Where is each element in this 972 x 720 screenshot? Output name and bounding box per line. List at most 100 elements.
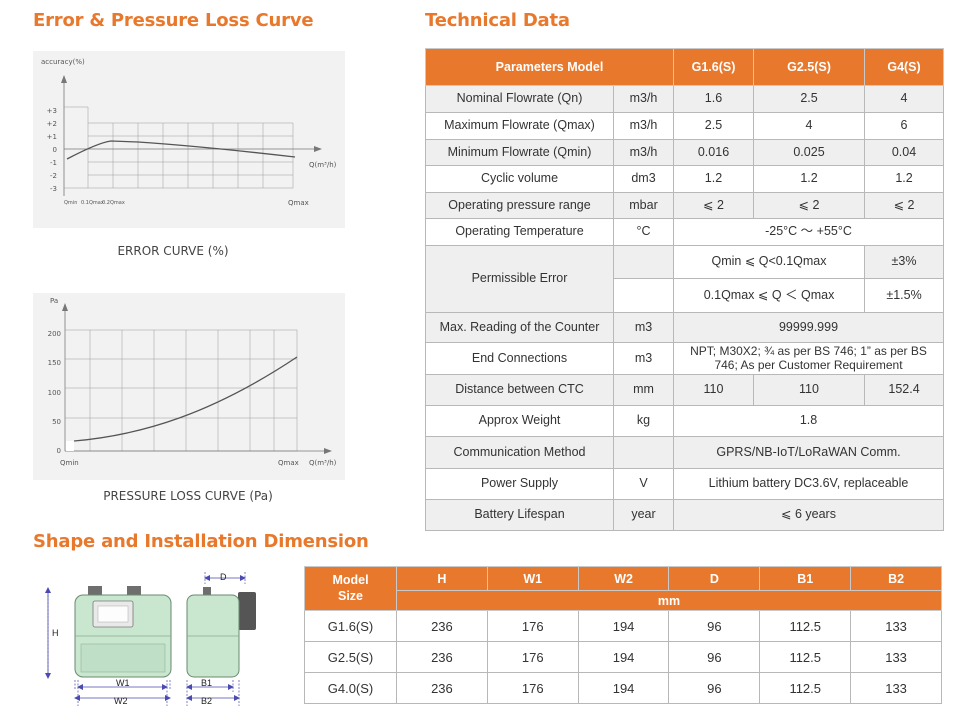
param-value: 2.5 xyxy=(673,112,754,140)
param-value: ⩽ 2 xyxy=(752,192,866,219)
error-y-tick: 0 xyxy=(53,146,57,154)
param-value: 1.8 xyxy=(672,405,945,437)
dim-row: G2.5(S) 236 176 194 96 112.5 133 xyxy=(304,641,942,673)
dim-label-b1: B1 xyxy=(201,678,212,688)
param-value: 152.4 xyxy=(864,374,945,406)
tech-row: Nominal Flowrate (Qn) m3/h 1.6 2.5 4 xyxy=(425,85,945,113)
dim-value: 112.5 xyxy=(759,641,852,673)
dim-value: 194 xyxy=(577,672,670,704)
error-pressure-title: Error & Pressure Loss Curve xyxy=(33,10,314,31)
error-y-tick: -2 xyxy=(50,172,57,180)
tech-row: Cyclic volume dm3 1.2 1.2 1.2 xyxy=(425,165,945,193)
dim-value: 112.5 xyxy=(759,672,852,704)
permissible-range: 0.1Qmax ⩽ Q ＜ Qmax xyxy=(672,278,866,313)
error-x-axis-label: Q(m³/h) xyxy=(309,161,337,169)
dim-model: G2.5(S) xyxy=(304,641,397,673)
dim-value: 236 xyxy=(396,641,488,673)
dimension-table: Model Size H W1 W2 D B1 B2 mm G1.6(S) 23… xyxy=(304,566,942,704)
pressure-curve-line xyxy=(73,356,298,442)
dim-value: 96 xyxy=(668,672,761,704)
pressure-loss-chart: Pa 200 150 100 50 0 Qmin Qmax Q xyxy=(33,293,345,480)
pressure-x-tick: Qmax xyxy=(278,459,299,467)
param-label: End Connections xyxy=(425,342,614,375)
pressure-y-tick: 100 xyxy=(48,389,61,397)
tech-header-model-g25: G2.5(S) xyxy=(752,48,866,86)
param-value: ⩽ 2 xyxy=(864,192,945,219)
error-x-tick: 0.2Qmax xyxy=(102,200,125,206)
param-unit: dm3 xyxy=(613,165,674,193)
param-value: 110 xyxy=(673,374,754,406)
pressure-y-tick: 200 xyxy=(48,330,61,338)
dim-label-h: H xyxy=(52,628,59,638)
param-value: NPT; M30X2; ¾ as per BS 746; 1” as per B… xyxy=(672,342,945,375)
error-curve-chart: accuracy(%) +3 +2 +1 0 -1 -2 -3 xyxy=(33,51,345,228)
meter-front-view xyxy=(74,586,172,678)
error-y-label: accuracy(%) xyxy=(41,58,85,66)
tech-header-row: Parameters Model G1.6(S) G2.5(S) G4(S) xyxy=(425,48,945,86)
param-label: Cyclic volume xyxy=(425,165,614,193)
dim-header-model: Model Size xyxy=(304,566,397,611)
error-y-tick: -3 xyxy=(50,185,57,193)
param-value: 1.2 xyxy=(752,165,866,193)
param-value: 4 xyxy=(752,112,866,140)
param-value: 1.2 xyxy=(864,165,945,193)
param-value: 110 xyxy=(752,374,866,406)
param-unit xyxy=(613,278,674,313)
param-value: ⩽ 6 years xyxy=(672,499,945,531)
dim-label-w2: W2 xyxy=(114,696,128,706)
error-curve-line xyxy=(66,140,296,160)
dim-value: 112.5 xyxy=(759,610,852,642)
permissible-value: ±1.5% xyxy=(864,278,945,313)
dim-value: 133 xyxy=(850,610,942,642)
param-label: Communication Method xyxy=(425,436,614,469)
dim-header-row: Model Size H W1 W2 D B1 B2 xyxy=(304,566,942,611)
dim-value: 236 xyxy=(396,610,488,642)
dim-model: G1.6(S) xyxy=(304,610,397,642)
pressure-y-tick: 0 xyxy=(57,447,61,455)
tech-row: Battery Lifespan year ⩽ 6 years xyxy=(425,499,945,531)
dim-value: 194 xyxy=(577,610,670,642)
param-unit xyxy=(613,436,674,469)
param-unit: m3/h xyxy=(613,112,674,140)
pressure-y-label: Pa xyxy=(50,297,58,305)
pressure-y-tick: 50 xyxy=(52,418,61,426)
param-unit: m3/h xyxy=(613,85,674,113)
tech-header-model-g16: G1.6(S) xyxy=(673,48,754,86)
meter-side-view xyxy=(186,587,256,678)
technical-data-grid: Parameters Model G1.6(S) G2.5(S) G4(S) N… xyxy=(425,48,945,531)
param-unit xyxy=(613,245,674,279)
tech-row: Permissible Error Qmin ⩽ Q<0.1Qmax ±3% xyxy=(425,245,945,313)
pressure-loss-svg: Pa 200 150 100 50 0 Qmin Qmax Q xyxy=(48,297,337,467)
error-curve-svg: accuracy(%) +3 +2 +1 0 -1 -2 -3 xyxy=(41,58,337,207)
tech-row: 0.1Qmax ⩽ Q ＜ Qmax ±1.5% xyxy=(426,278,945,313)
dim-header-col: D xyxy=(668,566,761,591)
dim-unit-row: mm xyxy=(305,590,942,611)
permissible-range: Qmin ⩽ Q<0.1Qmax xyxy=(672,245,866,279)
pressure-curve-caption: PRESSURE LOSS CURVE (Pa) xyxy=(103,489,273,503)
dim-value: 194 xyxy=(577,641,670,673)
param-label: Permissible Error xyxy=(425,245,614,313)
error-y-tick: +3 xyxy=(47,107,57,115)
param-value: 1.2 xyxy=(673,165,754,193)
param-label: Approx Weight xyxy=(425,405,614,437)
pressure-x-axis-label: Q(m³/h) xyxy=(309,459,337,467)
param-label: Distance between CTC xyxy=(425,374,614,406)
dim-row: G4.0(S) 236 176 194 96 112.5 133 xyxy=(304,672,942,704)
tech-row: Minimum Flowrate (Qmin) m3/h 0.016 0.025… xyxy=(425,139,945,166)
dim-value: 96 xyxy=(668,641,761,673)
param-unit: m3 xyxy=(613,312,674,343)
dim-label-b2: B2 xyxy=(201,696,212,706)
dim-unit-label: mm xyxy=(396,590,942,611)
param-label: Battery Lifespan xyxy=(425,499,614,531)
param-value: -25°C ～ +55°C xyxy=(672,218,945,246)
dim-label-w1: W1 xyxy=(116,678,130,688)
dim-header-col: H xyxy=(396,566,488,591)
param-unit: year xyxy=(613,499,674,531)
param-value: 99999.999 xyxy=(672,312,945,343)
meter-dimension-diagram: H W1 W2 D B1 B2 xyxy=(33,568,263,716)
dim-header-col: W2 xyxy=(577,566,670,591)
param-label: Maximum Flowrate (Qmax) xyxy=(425,112,614,140)
param-label: Operating pressure range xyxy=(425,192,614,219)
param-value: 4 xyxy=(864,85,945,113)
permissible-value: ±3% xyxy=(864,245,945,279)
